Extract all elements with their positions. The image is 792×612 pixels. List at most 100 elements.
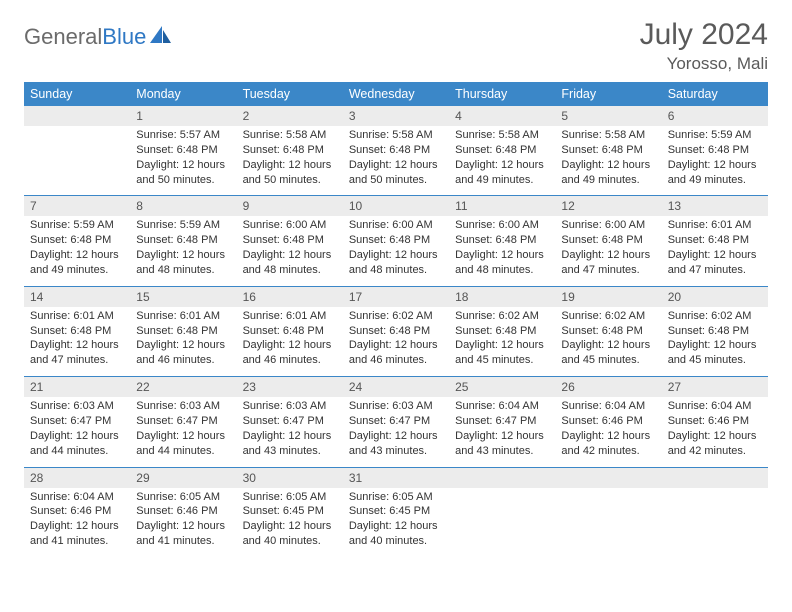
daynum-cell: 23 [237,377,343,397]
month-title: July 2024 [640,18,768,52]
daylight-line: Daylight: 12 hours and 49 minutes. [668,158,762,188]
sunset-line: Sunset: 6:48 PM [243,143,337,158]
dow-header-cell: Monday [130,82,236,106]
detail-cell: Sunrise: 6:03 AMSunset: 6:47 PMDaylight:… [343,397,449,467]
sunset-line: Sunset: 6:46 PM [668,414,762,429]
detail-cell: Sunrise: 6:05 AMSunset: 6:45 PMDaylight:… [237,488,343,557]
detail-row: Sunrise: 5:57 AMSunset: 6:48 PMDaylight:… [24,126,768,196]
sunrise-line: Sunrise: 5:59 AM [30,218,124,233]
daynum-cell: 8 [130,196,236,216]
daynum-cell: 19 [555,287,661,307]
sunset-line: Sunset: 6:48 PM [30,324,124,339]
sunset-line: Sunset: 6:47 PM [349,414,443,429]
sunrise-line: Sunrise: 6:03 AM [30,399,124,414]
sunset-line: Sunset: 6:48 PM [136,324,230,339]
sunrise-line: Sunrise: 5:58 AM [243,128,337,143]
detail-cell: Sunrise: 5:59 AMSunset: 6:48 PMDaylight:… [662,126,768,196]
dow-header-cell: Saturday [662,82,768,106]
daynum-cell: 12 [555,196,661,216]
dow-header-cell: Wednesday [343,82,449,106]
daynum-cell: 16 [237,287,343,307]
daynum-cell: 24 [343,377,449,397]
daynum-cell: 7 [24,196,130,216]
detail-cell: Sunrise: 6:03 AMSunset: 6:47 PMDaylight:… [237,397,343,467]
daynum-cell: 1 [130,106,236,126]
detail-cell [662,488,768,557]
detail-cell: Sunrise: 6:05 AMSunset: 6:46 PMDaylight:… [130,488,236,557]
daylight-line: Daylight: 12 hours and 50 minutes. [349,158,443,188]
detail-cell: Sunrise: 6:01 AMSunset: 6:48 PMDaylight:… [24,307,130,377]
sunset-line: Sunset: 6:48 PM [455,143,549,158]
sunrise-line: Sunrise: 6:02 AM [668,309,762,324]
sunrise-line: Sunrise: 6:04 AM [668,399,762,414]
daynum-cell: 3 [343,106,449,126]
sunset-line: Sunset: 6:48 PM [561,143,655,158]
daylight-line: Daylight: 12 hours and 48 minutes. [455,248,549,278]
detail-cell: Sunrise: 6:04 AMSunset: 6:47 PMDaylight:… [449,397,555,467]
daynum-cell: 29 [130,468,236,488]
sunrise-line: Sunrise: 6:03 AM [136,399,230,414]
detail-cell: Sunrise: 6:01 AMSunset: 6:48 PMDaylight:… [662,216,768,286]
daynum-cell: 5 [555,106,661,126]
daynum-cell: 11 [449,196,555,216]
daynum-cell: 30 [237,468,343,488]
dow-header-cell: Thursday [449,82,555,106]
daylight-line: Daylight: 12 hours and 44 minutes. [30,429,124,459]
title-block: July 2024 Yorosso, Mali [640,18,768,74]
daynum-cell [555,468,661,488]
daylight-line: Daylight: 12 hours and 42 minutes. [561,429,655,459]
daynum-row: 78910111213 [24,196,768,216]
logo: GeneralBlue [24,18,172,50]
daynum-cell: 27 [662,377,768,397]
logo-sail-icon [150,26,172,49]
daylight-line: Daylight: 12 hours and 43 minutes. [243,429,337,459]
calendar-page: GeneralBlue July 2024 Yorosso, Mali Sund… [0,0,792,557]
sunrise-line: Sunrise: 5:57 AM [136,128,230,143]
location-label: Yorosso, Mali [640,54,768,74]
sunrise-line: Sunrise: 6:01 AM [668,218,762,233]
detail-cell: Sunrise: 5:58 AMSunset: 6:48 PMDaylight:… [237,126,343,196]
detail-cell: Sunrise: 6:01 AMSunset: 6:48 PMDaylight:… [130,307,236,377]
daylight-line: Daylight: 12 hours and 46 minutes. [349,338,443,368]
daylight-line: Daylight: 12 hours and 47 minutes. [561,248,655,278]
detail-cell: Sunrise: 6:02 AMSunset: 6:48 PMDaylight:… [343,307,449,377]
sunset-line: Sunset: 6:46 PM [136,504,230,519]
daynum-cell: 31 [343,468,449,488]
dow-header-row: SundayMondayTuesdayWednesdayThursdayFrid… [24,82,768,106]
detail-cell [24,126,130,196]
daylight-line: Daylight: 12 hours and 40 minutes. [349,519,443,549]
detail-cell: Sunrise: 6:00 AMSunset: 6:48 PMDaylight:… [449,216,555,286]
daylight-line: Daylight: 12 hours and 45 minutes. [455,338,549,368]
sunset-line: Sunset: 6:47 PM [30,414,124,429]
sunrise-line: Sunrise: 6:04 AM [561,399,655,414]
sunrise-line: Sunrise: 6:00 AM [349,218,443,233]
sunset-line: Sunset: 6:48 PM [349,324,443,339]
sunrise-line: Sunrise: 6:02 AM [349,309,443,324]
sunset-line: Sunset: 6:48 PM [349,143,443,158]
detail-cell: Sunrise: 6:02 AMSunset: 6:48 PMDaylight:… [449,307,555,377]
dow-header-cell: Tuesday [237,82,343,106]
detail-cell: Sunrise: 6:01 AMSunset: 6:48 PMDaylight:… [237,307,343,377]
sunrise-line: Sunrise: 5:58 AM [349,128,443,143]
daylight-line: Daylight: 12 hours and 41 minutes. [30,519,124,549]
sunset-line: Sunset: 6:45 PM [349,504,443,519]
sunset-line: Sunset: 6:48 PM [349,233,443,248]
daylight-line: Daylight: 12 hours and 47 minutes. [30,338,124,368]
sunset-line: Sunset: 6:48 PM [243,324,337,339]
daylight-line: Daylight: 12 hours and 50 minutes. [136,158,230,188]
daynum-cell [662,468,768,488]
daylight-line: Daylight: 12 hours and 48 minutes. [349,248,443,278]
detail-cell: Sunrise: 6:04 AMSunset: 6:46 PMDaylight:… [555,397,661,467]
sunrise-line: Sunrise: 6:03 AM [243,399,337,414]
page-header: GeneralBlue July 2024 Yorosso, Mali [24,18,768,74]
sunrise-line: Sunrise: 5:58 AM [561,128,655,143]
daylight-line: Daylight: 12 hours and 45 minutes. [561,338,655,368]
sunrise-line: Sunrise: 6:00 AM [561,218,655,233]
detail-cell: Sunrise: 5:58 AMSunset: 6:48 PMDaylight:… [343,126,449,196]
daynum-cell: 28 [24,468,130,488]
detail-row: Sunrise: 6:01 AMSunset: 6:48 PMDaylight:… [24,307,768,377]
detail-cell: Sunrise: 5:57 AMSunset: 6:48 PMDaylight:… [130,126,236,196]
daylight-line: Daylight: 12 hours and 49 minutes. [455,158,549,188]
daynum-row: 21222324252627 [24,377,768,397]
sunset-line: Sunset: 6:48 PM [668,324,762,339]
